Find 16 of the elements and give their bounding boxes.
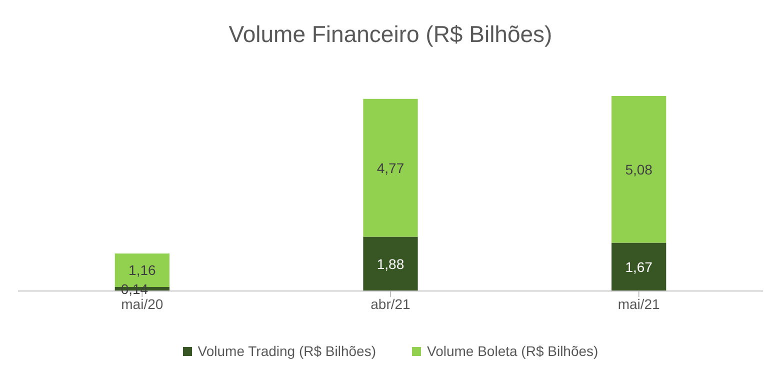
x-tick-label: mai/21	[618, 296, 660, 312]
bar	[363, 98, 418, 237]
data-label: 1,67	[625, 258, 653, 275]
data-label: 0,14	[120, 280, 148, 297]
bar	[363, 236, 418, 291]
legend-label: Volume Boleta (R$ Bilhões)	[426, 343, 598, 359]
data-label: 4,77	[376, 160, 404, 176]
data-label: 1,16	[128, 262, 156, 278]
chart-title: Volume Financeiro (R$ Bilhões)	[228, 20, 554, 49]
x-tick-label: abr/21	[370, 296, 411, 312]
x-tick-label: mai/20	[121, 296, 164, 312]
legend-label: Volume Trading (R$ Bilhões)	[196, 343, 376, 359]
bar	[612, 242, 666, 291]
data-label: 1,88	[376, 256, 404, 272]
data-label: 5,08	[625, 161, 653, 178]
bar	[612, 96, 666, 243]
